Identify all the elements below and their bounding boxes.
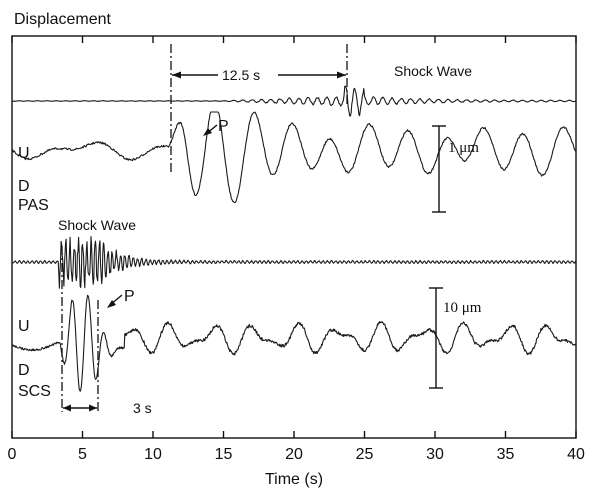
scs-displacement-trace bbox=[11, 294, 576, 392]
pas-p-arrow-head bbox=[203, 128, 212, 136]
pas-interval-arrow-right bbox=[337, 71, 346, 79]
scs-interval-arrow-right bbox=[89, 404, 97, 412]
x-axis-label: Time (s) bbox=[265, 471, 323, 488]
x-tick-label-40: 40 bbox=[567, 446, 585, 463]
x-tick-label-25: 25 bbox=[356, 446, 374, 463]
x-tick-label-15: 15 bbox=[215, 446, 233, 463]
x-tick-label-0: 0 bbox=[8, 446, 17, 463]
pas-up-label: U bbox=[18, 145, 30, 162]
x-tick-label-35: 35 bbox=[497, 446, 515, 463]
scs-up-label: U bbox=[18, 318, 30, 335]
scs-scale-label: 10 μm bbox=[443, 300, 482, 316]
x-tick-label-5: 5 bbox=[78, 446, 87, 463]
pas-scale-label: 1 μm bbox=[448, 140, 479, 156]
scs-interval-arrow-left bbox=[63, 404, 71, 412]
scs-high-frequency-trace bbox=[11, 236, 577, 289]
pas-displacement-trace bbox=[11, 111, 577, 204]
scs-p-label: P bbox=[124, 288, 135, 305]
scs-p-arrow-head bbox=[107, 300, 116, 308]
scs-interval-label: 3 s bbox=[133, 400, 152, 416]
chart-title: Displacement bbox=[14, 11, 111, 28]
x-tick-label-10: 10 bbox=[144, 446, 162, 463]
x-axis-ticks: 0 5 10 15 20 25 30 35 40 bbox=[8, 36, 585, 463]
pas-station-label: PAS bbox=[18, 197, 49, 214]
pas-high-frequency-trace bbox=[11, 85, 577, 117]
pas-shock-wave-label: Shock Wave bbox=[394, 63, 472, 79]
x-tick-label-20: 20 bbox=[285, 446, 303, 463]
scs-shock-wave-label: Shock Wave bbox=[58, 217, 136, 233]
x-tick-label-30: 30 bbox=[426, 446, 444, 463]
scs-down-label: D bbox=[18, 362, 30, 379]
panel-pas bbox=[11, 85, 577, 204]
scs-station-label: SCS bbox=[18, 383, 51, 400]
pas-down-label: D bbox=[18, 178, 30, 195]
pas-interval-arrow-left bbox=[172, 71, 181, 79]
pas-p-label: P bbox=[218, 118, 229, 135]
pas-interval-label: 12.5 s bbox=[222, 67, 260, 83]
panel-scs bbox=[11, 236, 577, 392]
